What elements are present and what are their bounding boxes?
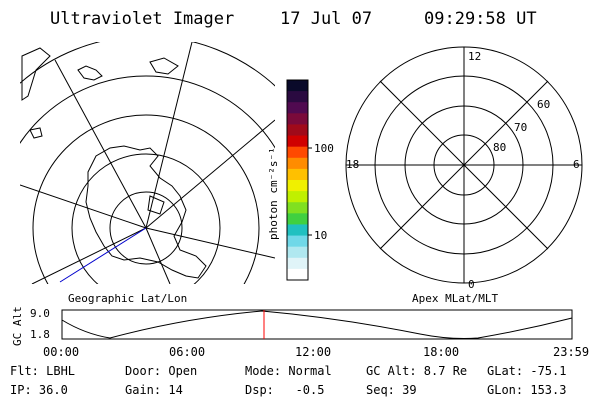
meridian-line [145, 119, 275, 229]
color-bar-swatch [287, 146, 308, 159]
color-bar-swatch [287, 224, 308, 237]
color-bar-frame [286, 79, 309, 281]
color-bar-swatch [287, 257, 308, 270]
latitude-circle [32, 114, 260, 284]
gain-status: Gain: 14 [125, 383, 183, 397]
timeline-ylabel: GC Alt [11, 306, 24, 346]
mlat-label-80: 80 [493, 141, 506, 154]
glat-status: GLat: -75.1 [487, 364, 566, 378]
mlt-line [379, 80, 549, 250]
satellite-track [59, 227, 147, 283]
color-bar-swatch [287, 135, 308, 148]
island-outline [29, 127, 43, 139]
meridian-line [145, 227, 171, 284]
color-bar-swatch [287, 168, 308, 181]
timeline-frame [61, 309, 573, 340]
color-bar-swatch [287, 235, 308, 248]
dsp-status: Dsp: -0.5 [245, 383, 324, 397]
mlat-mlt-plot [345, 46, 583, 284]
status-footer: Flt: LBHL Door: Open Mode: Normal GC Alt… [10, 364, 566, 397]
header-date: 17 Jul 07 [280, 9, 372, 29]
color-bar-swatch [287, 268, 308, 281]
color-bar-swatch [287, 80, 308, 92]
mlt-label-6: 6 [573, 158, 580, 171]
color-bar-swatch [287, 246, 308, 259]
gc-alt-status: GC Alt: 8.7 Re [366, 364, 467, 378]
timeline-xtick: 18:00 [423, 345, 459, 359]
filter-status: Flt: LBHL [10, 364, 75, 378]
door-status: Door: Open [125, 364, 197, 378]
mlt-label-0: 0 [468, 278, 475, 291]
color-bar-swatch [287, 213, 308, 226]
instrument-title: Ultraviolet Imager [50, 9, 234, 29]
mlt-label-12: 12 [468, 50, 481, 63]
altitude-curve [61, 310, 573, 339]
island-outline [77, 65, 103, 81]
color-bar: 100 10 photon cm⁻²s⁻¹ [267, 79, 334, 281]
color-bar-swatch [287, 124, 308, 137]
meridian-line [54, 59, 147, 229]
timeline-xtick: 12:00 [295, 345, 331, 359]
latitude-circle [71, 153, 221, 284]
timeline-ytick: 9.0 [30, 307, 50, 320]
meridian-line [145, 227, 275, 259]
mlat-label-60: 60 [537, 98, 550, 111]
mlt-label-18: 18 [346, 158, 359, 171]
timeline-xtick: 00:00 [43, 345, 79, 359]
color-bar-swatch [287, 157, 308, 170]
color-bar-swatch [287, 202, 308, 214]
altitude-timeline: GC Alt 9.0 1.8 00:00 06:00 12:00 18:00 2… [11, 306, 589, 359]
island-outline [149, 57, 179, 75]
geographic-caption: Geographic Lat/Lon [68, 292, 187, 305]
color-bar-unit-label: photon cm⁻²s⁻¹ [267, 147, 280, 240]
timeline-xtick: 06:00 [169, 345, 205, 359]
color-bar-swatches [287, 80, 308, 281]
ip-status: IP: 36.0 [10, 383, 68, 397]
ice-shelf-outline [147, 195, 165, 215]
apex-caption: Apex MLat/MLT [412, 292, 498, 305]
coastline-outline [21, 47, 51, 101]
color-bar-swatch [287, 180, 308, 192]
color-bar-tick-label: 10 [314, 229, 327, 242]
glon-status: GLon: 153.3 [487, 383, 566, 397]
mode-status: Mode: Normal [245, 364, 332, 378]
color-bar-swatch [287, 91, 308, 103]
color-bar-swatch [287, 102, 308, 114]
mlat-label-70: 70 [514, 121, 527, 134]
antarctica-outline [85, 145, 207, 279]
latitude-circle [20, 75, 275, 149]
meridian-line [145, 42, 193, 229]
geographic-map [20, 42, 275, 284]
timeline-ytick: 1.8 [30, 328, 50, 341]
color-bar-swatch [287, 191, 308, 203]
latitude-circle [109, 191, 183, 265]
seq-status: Seq: 39 [366, 383, 417, 397]
color-bar-tick-label: 100 [314, 142, 334, 155]
timeline-xtick: 23:59 [553, 345, 589, 359]
color-bar-swatch [287, 113, 308, 126]
header-time: 09:29:58 UT [424, 9, 537, 29]
meridian-line [31, 227, 147, 284]
meridian-line [20, 184, 147, 229]
